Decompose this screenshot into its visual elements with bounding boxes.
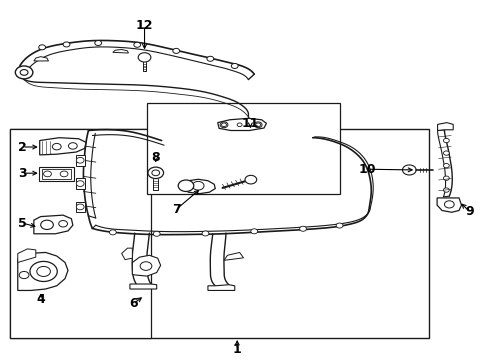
Text: 2: 2 xyxy=(18,140,26,153)
Circle shape xyxy=(138,53,151,62)
Circle shape xyxy=(192,181,203,190)
Circle shape xyxy=(39,45,45,50)
Circle shape xyxy=(244,175,256,184)
Polygon shape xyxy=(40,138,86,155)
Circle shape xyxy=(152,170,159,176)
Circle shape xyxy=(443,163,448,168)
Bar xyxy=(39,167,74,181)
Text: 5: 5 xyxy=(18,216,26,230)
Text: 12: 12 xyxy=(136,19,153,32)
Circle shape xyxy=(444,201,453,208)
Circle shape xyxy=(41,220,53,229)
Polygon shape xyxy=(130,284,157,289)
Circle shape xyxy=(76,204,84,210)
Circle shape xyxy=(231,63,238,68)
Polygon shape xyxy=(18,252,68,291)
Circle shape xyxy=(178,180,193,192)
Text: 10: 10 xyxy=(358,163,375,176)
Circle shape xyxy=(43,171,51,177)
Circle shape xyxy=(335,223,342,228)
Polygon shape xyxy=(76,202,84,212)
Polygon shape xyxy=(217,118,266,131)
Circle shape xyxy=(153,231,160,236)
Circle shape xyxy=(76,181,84,186)
Polygon shape xyxy=(436,198,461,212)
Polygon shape xyxy=(437,123,452,131)
Circle shape xyxy=(134,42,141,47)
Circle shape xyxy=(221,123,226,127)
Bar xyxy=(10,129,151,338)
Polygon shape xyxy=(207,285,234,291)
Circle shape xyxy=(15,66,33,79)
Circle shape xyxy=(299,226,306,231)
Polygon shape xyxy=(34,215,73,234)
Polygon shape xyxy=(76,178,84,189)
Circle shape xyxy=(443,188,448,192)
Circle shape xyxy=(37,266,50,276)
Text: 6: 6 xyxy=(129,297,137,310)
Text: 9: 9 xyxy=(465,205,473,218)
Circle shape xyxy=(443,151,448,155)
Polygon shape xyxy=(76,155,84,166)
Polygon shape xyxy=(224,252,243,260)
Polygon shape xyxy=(181,179,215,194)
Circle shape xyxy=(59,221,67,227)
Polygon shape xyxy=(18,249,36,262)
Circle shape xyxy=(443,176,448,180)
Text: 8: 8 xyxy=(151,151,160,164)
Polygon shape xyxy=(122,248,132,260)
Circle shape xyxy=(255,123,260,127)
Text: 4: 4 xyxy=(36,293,45,306)
Circle shape xyxy=(140,262,152,270)
Text: 7: 7 xyxy=(171,203,180,216)
Circle shape xyxy=(60,171,68,177)
Bar xyxy=(147,103,339,194)
Circle shape xyxy=(172,48,179,53)
Circle shape xyxy=(443,138,448,143)
Circle shape xyxy=(109,230,116,235)
Circle shape xyxy=(19,271,29,279)
Circle shape xyxy=(20,69,28,75)
Text: 1: 1 xyxy=(232,343,241,356)
Circle shape xyxy=(52,143,61,150)
Circle shape xyxy=(402,165,415,175)
Circle shape xyxy=(220,122,227,128)
Circle shape xyxy=(254,122,262,128)
Circle shape xyxy=(237,123,242,127)
Bar xyxy=(41,169,71,179)
Circle shape xyxy=(148,167,163,179)
Circle shape xyxy=(63,42,70,47)
Circle shape xyxy=(206,56,213,61)
Circle shape xyxy=(250,229,257,234)
Text: 11: 11 xyxy=(241,117,259,130)
Polygon shape xyxy=(113,49,128,53)
Text: 3: 3 xyxy=(18,167,26,180)
Bar xyxy=(10,129,428,338)
Circle shape xyxy=(30,261,57,282)
Circle shape xyxy=(202,231,208,236)
Circle shape xyxy=(68,143,77,149)
Circle shape xyxy=(95,41,102,45)
Polygon shape xyxy=(132,255,160,276)
Circle shape xyxy=(76,157,84,163)
Polygon shape xyxy=(34,57,48,61)
